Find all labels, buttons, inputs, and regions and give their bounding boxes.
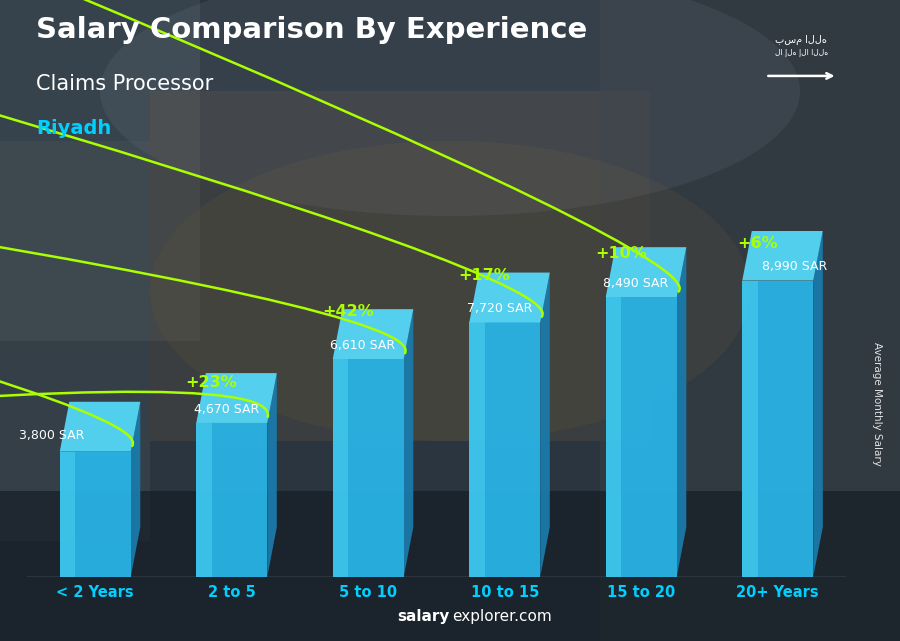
Polygon shape xyxy=(606,247,687,297)
Text: لا إله إلا الله: لا إله إلا الله xyxy=(775,48,828,57)
Bar xyxy=(196,423,267,577)
Bar xyxy=(59,452,130,577)
Bar xyxy=(600,0,900,641)
Bar xyxy=(606,297,677,577)
Text: Salary Comparison By Experience: Salary Comparison By Experience xyxy=(36,16,587,44)
Bar xyxy=(606,297,621,577)
Text: Average Monthly Salary: Average Monthly Salary xyxy=(872,342,883,466)
Bar xyxy=(59,452,76,577)
Polygon shape xyxy=(742,231,823,281)
Text: 7,720 SAR: 7,720 SAR xyxy=(466,302,532,315)
Polygon shape xyxy=(196,373,277,423)
Text: +17%: +17% xyxy=(458,268,510,283)
Polygon shape xyxy=(59,402,140,452)
Text: 8,490 SAR: 8,490 SAR xyxy=(603,277,669,290)
Text: Riyadh: Riyadh xyxy=(36,119,112,138)
Polygon shape xyxy=(540,272,550,577)
Text: 6,610 SAR: 6,610 SAR xyxy=(330,338,395,352)
Text: explorer.com: explorer.com xyxy=(452,609,552,624)
Bar xyxy=(333,359,404,577)
Text: 4,670 SAR: 4,670 SAR xyxy=(194,403,259,416)
Text: +6%: +6% xyxy=(737,236,778,251)
Bar xyxy=(150,91,650,441)
Bar xyxy=(469,322,485,577)
Bar xyxy=(196,423,211,577)
Text: بسم الله: بسم الله xyxy=(776,35,827,45)
Text: +10%: +10% xyxy=(595,246,646,261)
Ellipse shape xyxy=(100,0,800,216)
Bar xyxy=(742,281,814,577)
Bar xyxy=(0,0,200,341)
Polygon shape xyxy=(130,402,140,577)
Bar xyxy=(0,491,900,641)
Polygon shape xyxy=(404,309,413,577)
Polygon shape xyxy=(267,373,277,577)
Text: +23%: +23% xyxy=(185,375,237,390)
Polygon shape xyxy=(333,309,413,359)
Polygon shape xyxy=(469,272,550,322)
Bar xyxy=(333,359,348,577)
Bar xyxy=(469,322,540,577)
Text: 8,990 SAR: 8,990 SAR xyxy=(761,260,827,273)
Ellipse shape xyxy=(150,141,750,441)
Bar xyxy=(742,281,758,577)
Text: +42%: +42% xyxy=(322,304,374,319)
Text: Claims Processor: Claims Processor xyxy=(36,74,213,94)
Polygon shape xyxy=(814,231,823,577)
Bar xyxy=(0,141,150,541)
Polygon shape xyxy=(677,247,687,577)
Text: salary: salary xyxy=(398,609,450,624)
Text: 3,800 SAR: 3,800 SAR xyxy=(19,429,85,442)
